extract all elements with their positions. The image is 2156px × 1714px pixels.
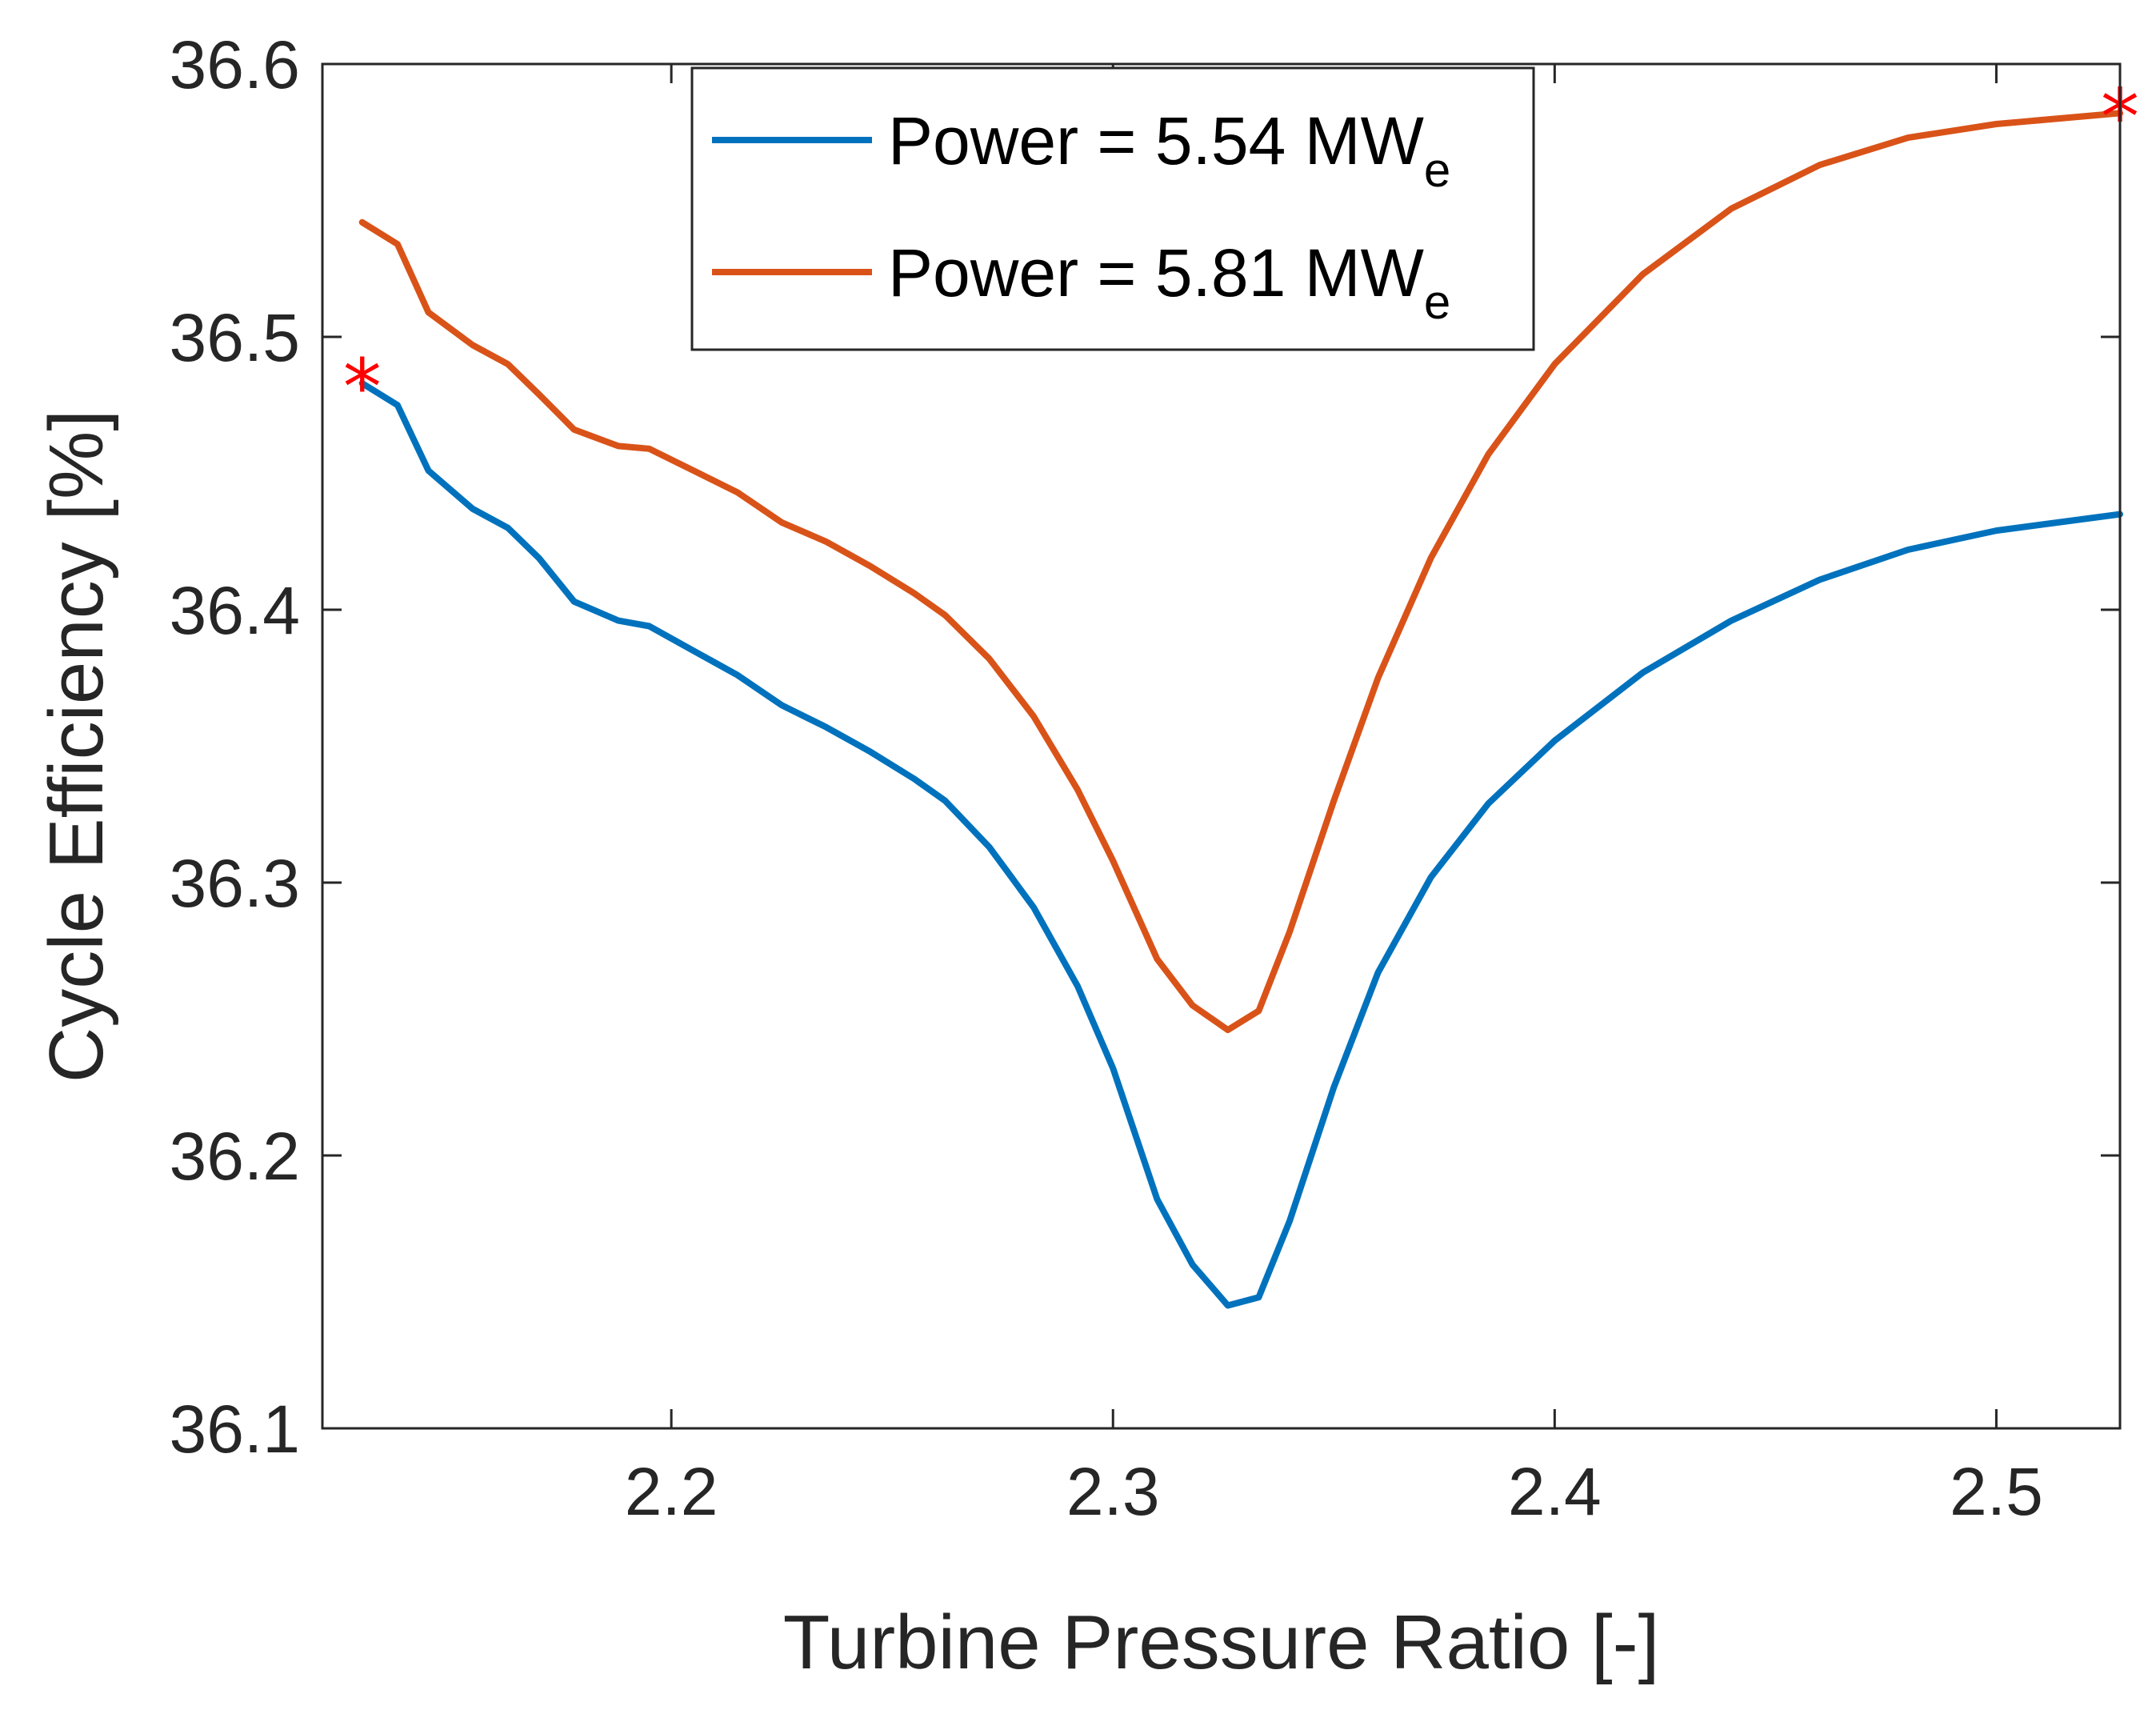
star-marker-1: *: [343, 342, 382, 432]
series-line-2: [358, 110, 2123, 1034]
legend-box: [690, 66, 1535, 351]
legend-subscript: e: [1424, 143, 1450, 197]
legend: Power = 5.54 MWe Power = 5.81 MWe: [690, 66, 1535, 351]
y-tick-label: 36.1: [170, 1392, 301, 1467]
legend-label-1: Power = 5.54 MWe: [888, 103, 1450, 197]
y-axis-title: Cycle Efficiency [%]: [34, 410, 119, 1083]
y-tick-label: 36.2: [170, 1119, 301, 1194]
axes-box: [321, 62, 2122, 1430]
series-line-1: [358, 380, 2123, 1309]
x-tick-label: 2.5: [1950, 1454, 2043, 1529]
legend-label-2: Power = 5.81 MWe: [888, 235, 1450, 329]
y-tick-label: 36.5: [170, 300, 301, 375]
legend-subscript: e: [1424, 275, 1450, 329]
x-axis-title: Turbine Pressure Ratio [-]: [783, 1600, 1660, 1685]
series-layer: [358, 110, 2123, 1309]
y-tick-label: 36.3: [170, 846, 301, 921]
x-tick-label: 2.4: [1508, 1454, 1602, 1529]
x-tick-label: 2.2: [625, 1454, 718, 1529]
y-tick-label: 36.6: [170, 27, 301, 102]
x-tick-label: 2.3: [1066, 1454, 1160, 1529]
y-tick-label: 36.4: [170, 573, 301, 648]
axes-layer: 2.2 2.3 2.4 2.5 36.1 36.2 36.3 36.4 36.5 36.6: [170, 27, 2122, 1529]
